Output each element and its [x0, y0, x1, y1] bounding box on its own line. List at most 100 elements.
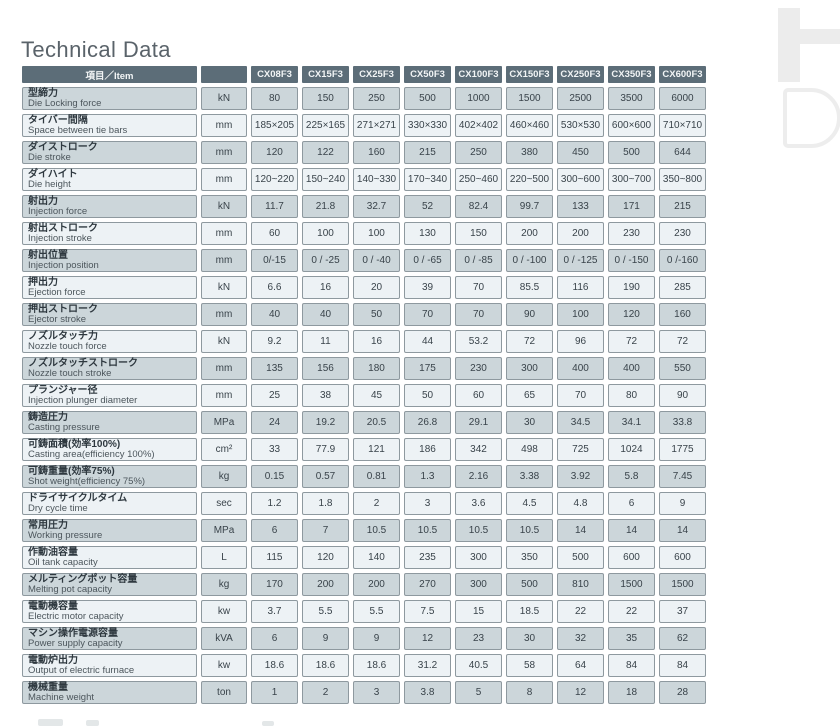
watermark-h-bar — [799, 29, 840, 44]
unit-cell: kw — [201, 654, 247, 677]
value-cell: 150~240 — [302, 168, 349, 191]
row-label-en: Die stroke — [28, 151, 71, 163]
value-cell: 350~800 — [659, 168, 706, 191]
row-label-jp: 電動炉出力 — [28, 654, 78, 666]
unit-cell: kw — [201, 600, 247, 623]
value-cell: 64 — [557, 654, 604, 677]
value-cell: 600×600 — [608, 114, 655, 137]
value-cell: 53.2 — [455, 330, 502, 353]
row-label-jp: マシン操作電源容量 — [28, 627, 118, 639]
value-cell: 30 — [506, 411, 553, 434]
unit-cell: kg — [201, 465, 247, 488]
value-cell: 300~700 — [608, 168, 655, 191]
value-cell: 4.5 — [506, 492, 553, 515]
value-cell: 300~600 — [557, 168, 604, 191]
value-cell: 35 — [608, 627, 655, 650]
value-cell: 0 / -85 — [455, 249, 502, 272]
row-label-en: Injection position — [28, 259, 99, 271]
value-cell: 115 — [251, 546, 298, 569]
unit-cell: mm — [201, 222, 247, 245]
value-cell: 215 — [659, 195, 706, 218]
value-cell: 52 — [404, 195, 451, 218]
value-cell: 14 — [557, 519, 604, 542]
value-cell: 50 — [353, 303, 400, 326]
value-cell: 0 / -25 — [302, 249, 349, 272]
value-cell: 31.2 — [404, 654, 451, 677]
value-cell: 70 — [455, 276, 502, 299]
value-cell: 342 — [455, 438, 502, 461]
value-cell: 186 — [404, 438, 451, 461]
value-cell: 34.1 — [608, 411, 655, 434]
row-label-cell: 型締力 Die Locking force — [22, 87, 197, 110]
row-label-cell: ノズルタッチストローク Nozzle touch stroke — [22, 357, 197, 380]
row-label-jp: タイバー間隔 — [28, 114, 88, 126]
value-cell: 20.5 — [353, 411, 400, 434]
row-label-jp: 作動油容量 — [28, 546, 78, 558]
row-label-jp: 常用圧力 — [28, 519, 68, 531]
value-cell: 14 — [608, 519, 655, 542]
value-cell: 3 — [404, 492, 451, 515]
value-cell: 350 — [506, 546, 553, 569]
value-cell: 44 — [404, 330, 451, 353]
value-cell: 160 — [353, 141, 400, 164]
value-cell: 70 — [455, 303, 502, 326]
spec-table: 項目／Item CX08F3 CX15F3 CX25F3 CX50F3 CX100F3 C… — [22, 66, 706, 704]
value-cell: 28 — [659, 681, 706, 704]
value-cell: 250 — [353, 87, 400, 110]
value-cell: 200 — [353, 573, 400, 596]
row-label-jp: 押出力 — [28, 276, 58, 288]
value-cell: 15 — [455, 600, 502, 623]
unit-cell: MPa — [201, 411, 247, 434]
value-cell: 171 — [608, 195, 655, 218]
value-cell: 6 — [251, 519, 298, 542]
value-cell: 84 — [659, 654, 706, 677]
value-cell: 45 — [353, 384, 400, 407]
value-cell: 150 — [302, 87, 349, 110]
value-cell: 40 — [302, 303, 349, 326]
row-label-en: Space between tie bars — [28, 124, 128, 136]
value-cell: 3.7 — [251, 600, 298, 623]
value-cell: 530×530 — [557, 114, 604, 137]
row-label-jp: メルティングポット容量 — [28, 573, 138, 585]
value-cell: 6.6 — [251, 276, 298, 299]
row-label-en: Power supply capacity — [28, 637, 123, 649]
value-cell: 10.5 — [506, 519, 553, 542]
value-cell: 120 — [302, 546, 349, 569]
row-label-jp: 押出ストローク — [28, 303, 98, 315]
value-cell: 500 — [404, 87, 451, 110]
row-label-cell: 電動炉出力 Output of electric furnace — [22, 654, 197, 677]
cropped-text-fragment — [38, 719, 63, 726]
row-label-en: Shot weight(efficiency 75%) — [28, 475, 146, 487]
unit-cell: mm — [201, 303, 247, 326]
row-label-cell: 可鋳重量(効率75%) Shot weight(efficiency 75%) — [22, 465, 197, 488]
row-label-cell: マシン操作電源容量 Power supply capacity — [22, 627, 197, 650]
value-cell: 600 — [608, 546, 655, 569]
value-cell: 156 — [302, 357, 349, 380]
value-cell: 0.57 — [302, 465, 349, 488]
row-label-en: Die Locking force — [28, 97, 102, 109]
model-header-cell: CX50F3 — [404, 66, 451, 83]
value-cell: 60 — [455, 384, 502, 407]
value-cell: 77.9 — [302, 438, 349, 461]
value-cell: 1500 — [659, 573, 706, 596]
value-cell: 500 — [506, 573, 553, 596]
value-cell: 120~220 — [251, 168, 298, 191]
model-header-cell: CX150F3 — [506, 66, 553, 83]
value-cell: 0 / -40 — [353, 249, 400, 272]
value-cell: 33.8 — [659, 411, 706, 434]
value-cell: 4.8 — [557, 492, 604, 515]
value-cell: 235 — [404, 546, 451, 569]
unit-cell: mm — [201, 249, 247, 272]
value-cell: 380 — [506, 141, 553, 164]
value-cell: 550 — [659, 357, 706, 380]
value-cell: 122 — [302, 141, 349, 164]
value-cell: 300 — [506, 357, 553, 380]
value-cell: 810 — [557, 573, 604, 596]
model-header-cell: CX250F3 — [557, 66, 604, 83]
value-cell: 9.2 — [251, 330, 298, 353]
value-cell: 330×330 — [404, 114, 451, 137]
row-label-cell: 可鋳面積(効率100%) Casting area(efficiency 100%… — [22, 438, 197, 461]
value-cell: 30 — [506, 627, 553, 650]
row-label-cell: ダイハイト Die height — [22, 168, 197, 191]
value-cell: 99.7 — [506, 195, 553, 218]
